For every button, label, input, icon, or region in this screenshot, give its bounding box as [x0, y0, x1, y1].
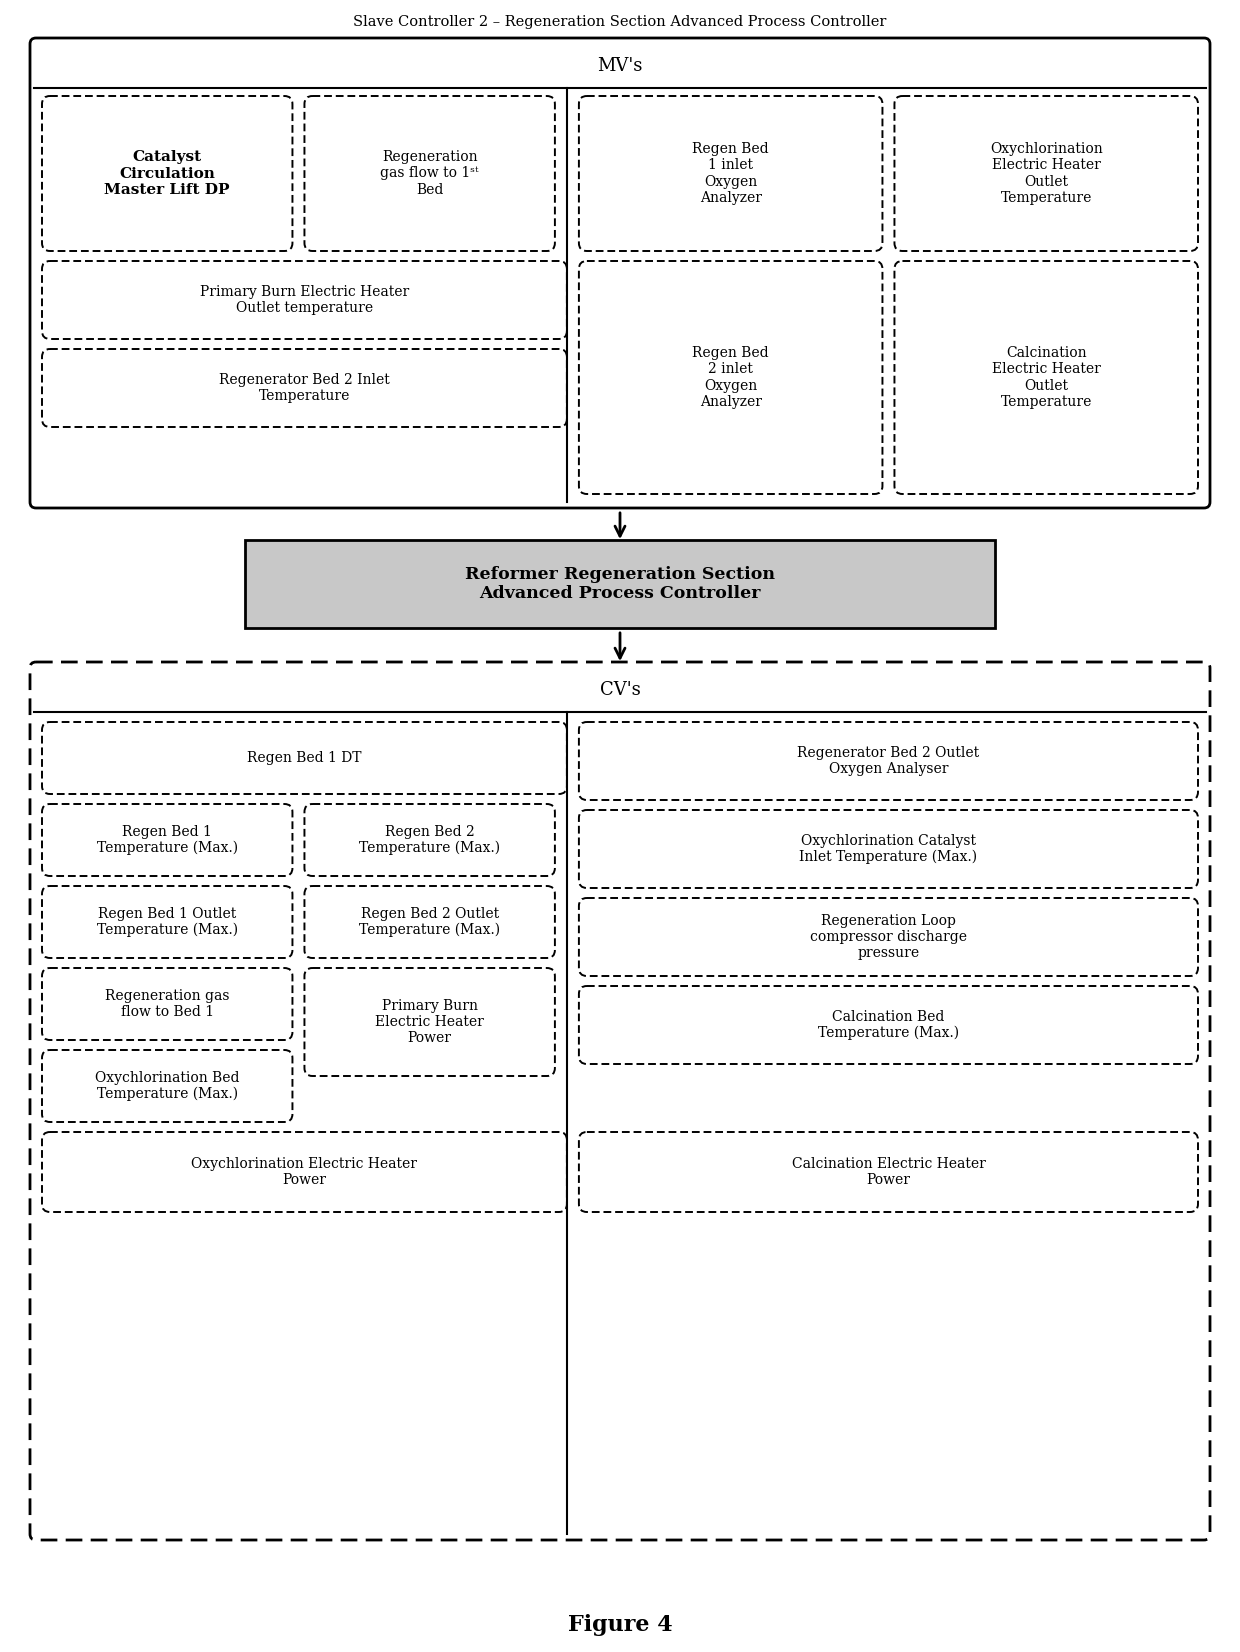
Text: Regenerator Bed 2 Outlet
Oxygen Analyser: Regenerator Bed 2 Outlet Oxygen Analyser	[797, 747, 980, 776]
Text: Catalyst
Circulation
Master Lift DP: Catalyst Circulation Master Lift DP	[104, 150, 229, 197]
Text: Regen Bed 1 Outlet
Temperature (Max.): Regen Bed 1 Outlet Temperature (Max.)	[97, 907, 238, 937]
Text: Primary Burn Electric Heater
Outlet temperature: Primary Burn Electric Heater Outlet temp…	[200, 284, 409, 316]
FancyBboxPatch shape	[894, 261, 1198, 494]
Text: Figure 4: Figure 4	[568, 1614, 672, 1635]
Text: Regenerator Bed 2 Inlet
Temperature: Regenerator Bed 2 Inlet Temperature	[219, 373, 389, 403]
Text: Reformer Regeneration Section
Advanced Process Controller: Reformer Regeneration Section Advanced P…	[465, 565, 775, 603]
Text: Regen Bed 1
Temperature (Max.): Regen Bed 1 Temperature (Max.)	[97, 824, 238, 856]
FancyBboxPatch shape	[305, 968, 556, 1075]
Text: Regeneration gas
flow to Bed 1: Regeneration gas flow to Bed 1	[105, 990, 229, 1019]
Text: Oxychlorination Electric Heater
Power: Oxychlorination Electric Heater Power	[191, 1156, 418, 1188]
FancyBboxPatch shape	[42, 349, 567, 426]
FancyBboxPatch shape	[305, 96, 556, 251]
Text: Primary Burn
Electric Heater
Power: Primary Burn Electric Heater Power	[376, 999, 484, 1046]
Text: Regen Bed
1 inlet
Oxygen
Analyzer: Regen Bed 1 inlet Oxygen Analyzer	[692, 142, 769, 205]
Text: Calcination Bed
Temperature (Max.): Calcination Bed Temperature (Max.)	[818, 1009, 959, 1041]
FancyBboxPatch shape	[579, 722, 1198, 800]
Text: Regeneration Loop
compressor discharge
pressure: Regeneration Loop compressor discharge p…	[810, 914, 967, 960]
Text: Slave Controller 2 – Regeneration Section Advanced Process Controller: Slave Controller 2 – Regeneration Sectio…	[353, 15, 887, 30]
FancyBboxPatch shape	[579, 809, 1198, 889]
Text: CV's: CV's	[600, 681, 640, 699]
Text: Oxychlorination Bed
Temperature (Max.): Oxychlorination Bed Temperature (Max.)	[95, 1070, 239, 1102]
FancyBboxPatch shape	[42, 805, 293, 876]
Text: Regen Bed 2 Outlet
Temperature (Max.): Regen Bed 2 Outlet Temperature (Max.)	[360, 907, 500, 937]
FancyBboxPatch shape	[30, 662, 1210, 1540]
Text: Calcination
Electric Heater
Outlet
Temperature: Calcination Electric Heater Outlet Tempe…	[992, 347, 1101, 408]
FancyBboxPatch shape	[42, 1132, 567, 1213]
FancyBboxPatch shape	[579, 96, 883, 251]
FancyBboxPatch shape	[42, 96, 293, 251]
Text: MV's: MV's	[598, 58, 642, 74]
FancyBboxPatch shape	[42, 722, 567, 795]
Text: Oxychlorination Catalyst
Inlet Temperature (Max.): Oxychlorination Catalyst Inlet Temperatu…	[800, 834, 977, 864]
FancyBboxPatch shape	[579, 1132, 1198, 1213]
FancyBboxPatch shape	[42, 968, 293, 1041]
Text: Regeneration
gas flow to 1ˢᵗ
Bed: Regeneration gas flow to 1ˢᵗ Bed	[381, 150, 479, 197]
FancyBboxPatch shape	[894, 96, 1198, 251]
FancyBboxPatch shape	[579, 986, 1198, 1064]
Text: Calcination Electric Heater
Power: Calcination Electric Heater Power	[791, 1156, 986, 1188]
Text: Oxychlorination
Electric Heater
Outlet
Temperature: Oxychlorination Electric Heater Outlet T…	[990, 142, 1102, 205]
FancyBboxPatch shape	[305, 885, 556, 958]
Text: Regen Bed 1 DT: Regen Bed 1 DT	[247, 752, 362, 765]
FancyBboxPatch shape	[42, 261, 567, 339]
Text: Regen Bed
2 inlet
Oxygen
Analyzer: Regen Bed 2 inlet Oxygen Analyzer	[692, 347, 769, 408]
FancyBboxPatch shape	[42, 885, 293, 958]
FancyBboxPatch shape	[305, 805, 556, 876]
Text: Regen Bed 2
Temperature (Max.): Regen Bed 2 Temperature (Max.)	[360, 824, 500, 856]
FancyBboxPatch shape	[579, 261, 883, 494]
FancyBboxPatch shape	[579, 899, 1198, 976]
FancyBboxPatch shape	[30, 38, 1210, 509]
Bar	[246, 540, 994, 628]
FancyBboxPatch shape	[42, 1051, 293, 1122]
